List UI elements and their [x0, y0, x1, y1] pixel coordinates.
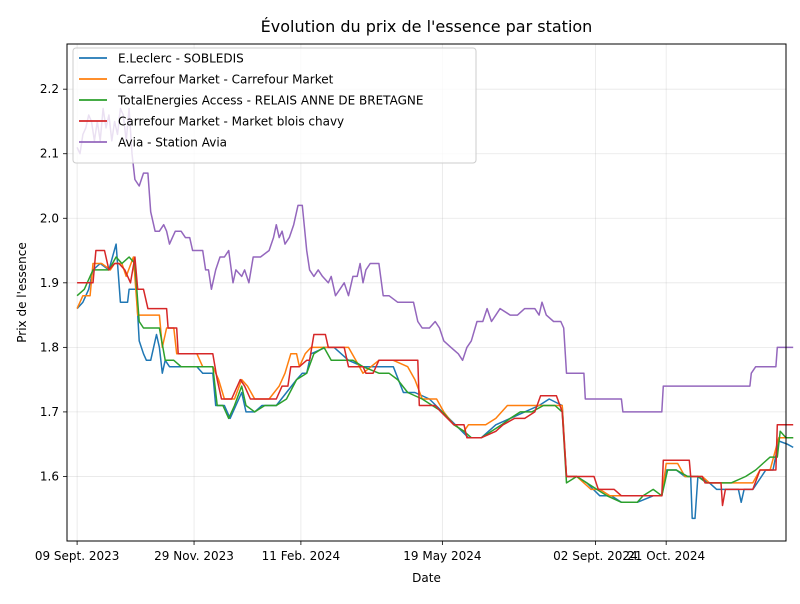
x-tick-label: 02 Sept. 2024: [553, 549, 638, 563]
legend-frame: [72, 47, 477, 164]
y-tick-label: 1.7: [40, 405, 59, 419]
x-tick-label: 11 Feb. 2024: [262, 549, 341, 563]
y-tick-label: 2.1: [40, 147, 59, 161]
y-tick-label: 2.2: [40, 82, 59, 96]
y-tick-label: 1.9: [40, 276, 59, 290]
x-axis-label: Date: [412, 571, 441, 585]
chart-title: Évolution du prix de l'essence par stati…: [261, 17, 593, 36]
y-tick-label: 1.8: [40, 340, 59, 354]
legend: E.Leclerc - SOBLEDIS Carrefour Market - C…: [72, 47, 477, 164]
x-tick-label: 09 Sept. 2023: [35, 549, 120, 563]
y-axis-label: Prix de l'essence: [15, 242, 29, 343]
legend-entry: TotalEnergies Access - RELAIS ANNE DE BR…: [117, 94, 423, 108]
axes-frame: [66, 43, 787, 542]
series-line-2: [76, 256, 794, 497]
y-axis: 1.6 1.7 1.8 1.9 2.0 2.1 2.2: [40, 82, 67, 483]
y-tick-label: 2.0: [40, 211, 59, 225]
legend-entry: Carrefour Market - Carrefour Market: [118, 73, 334, 87]
series-line-3: [76, 256, 794, 504]
legend-entry: E.Leclerc - SOBLEDIS: [118, 52, 244, 66]
plot-area: [76, 107, 794, 520]
x-tick-label: 19 May 2024: [403, 549, 481, 563]
series-line-5: [76, 107, 794, 413]
x-axis: 09 Sept. 2023 29 Nov. 2023 11 Feb. 2024 19 …: [35, 541, 705, 563]
x-tick-label: 29 Nov. 2023: [154, 549, 234, 563]
series-line-4: [77, 249, 794, 507]
y-tick-label: 1.6: [40, 469, 59, 483]
legend-entry: Carrefour Market - Market blois chavy: [118, 115, 344, 129]
legend-entry: Avia - Station Avia: [118, 136, 227, 150]
x-tick-label: 21 Oct. 2024: [627, 549, 705, 563]
